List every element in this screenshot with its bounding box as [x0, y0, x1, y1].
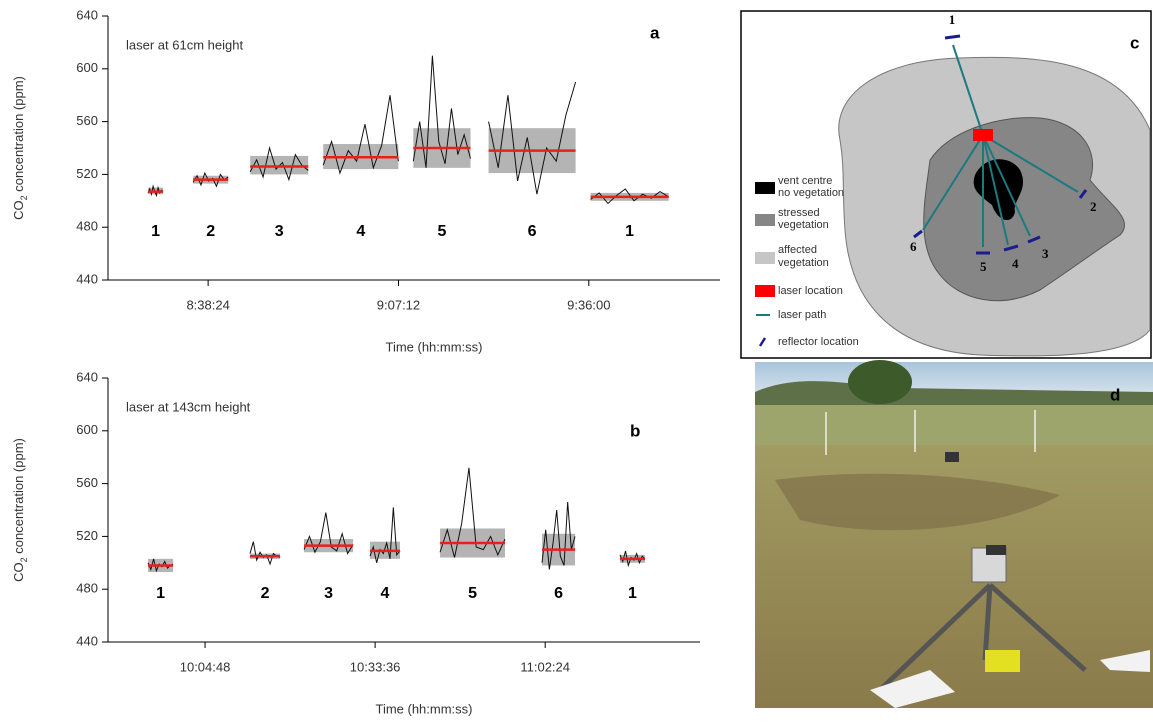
legend-label: laser location — [778, 285, 843, 297]
legend-label: reflector location — [778, 336, 859, 348]
reflector-label: 2 — [1090, 199, 1097, 214]
reflector-label: 5 — [980, 259, 987, 274]
segment-label: 4 — [381, 585, 390, 602]
reflector-label: 4 — [1012, 256, 1019, 271]
x-tick-label: 10:33:36 — [350, 659, 401, 674]
y-label-part: concentration (ppm) — [11, 76, 26, 195]
segment-label: 2 — [206, 223, 215, 240]
y-label-part: concentration (ppm) — [11, 438, 26, 557]
segment-label: 5 — [437, 223, 446, 240]
segment-label: 6 — [554, 585, 563, 602]
segment-label: 1 — [156, 585, 165, 602]
y-tick-label: 560 — [76, 475, 98, 490]
legend: vent centre no vegetation stressed veget… — [755, 175, 859, 348]
co2-trace — [488, 81, 577, 195]
legend-label: affected — [778, 244, 817, 256]
segment-label: 1 — [628, 585, 637, 602]
y-label-part: 2 — [19, 195, 29, 200]
x-tick-label: 8:38:24 — [186, 297, 229, 312]
x-axis-label: Time (hh:mm:ss) — [385, 339, 482, 354]
panel-letter: a — [650, 23, 660, 42]
panel-letter: b — [630, 421, 640, 440]
site-photo: d — [755, 360, 1153, 708]
laser-location — [973, 129, 993, 141]
segment-label: 5 — [468, 585, 477, 602]
x-axis-label: Time (hh:mm:ss) — [375, 701, 472, 716]
legend-label: vegetation — [778, 219, 829, 231]
annotation: laser at 143cm height — [126, 399, 251, 414]
y-tick-label: 600 — [76, 60, 98, 75]
co2-trace — [412, 55, 471, 168]
x-tick-label: 11:02:24 — [520, 659, 570, 674]
x-tick-label: 10:04:48 — [180, 659, 231, 674]
y-tick-label: 480 — [76, 219, 98, 234]
panel-letter: c — [1130, 33, 1139, 52]
co2-trace — [369, 507, 401, 563]
y-tick-label: 640 — [76, 7, 98, 22]
segment-label: 1 — [625, 223, 634, 240]
reflectors — [913, 34, 1088, 255]
panel-letter: d — [1110, 385, 1120, 404]
co2-trace — [249, 541, 281, 566]
y-axis-label: CO2 concentration (ppm) — [11, 76, 29, 220]
legend-label: no vegetation — [778, 187, 844, 199]
y-tick-label: 560 — [76, 113, 98, 128]
reflector-label: 6 — [910, 239, 917, 254]
y-tick-label: 520 — [76, 528, 98, 543]
y-label-part: CO — [11, 200, 26, 220]
segment-label: 3 — [324, 585, 333, 602]
y-tick-label: 600 — [76, 422, 98, 437]
co2-trace — [303, 512, 354, 555]
stressed-area — [923, 117, 1126, 302]
segment-label: 2 — [261, 585, 270, 602]
y-tick-label: 640 — [76, 369, 98, 384]
y-tick-label: 480 — [76, 581, 98, 596]
segment-label: 6 — [528, 223, 537, 240]
vent-centre — [973, 159, 1024, 221]
annotation: laser at 61cm height — [126, 37, 243, 52]
legend-label: stressed — [778, 207, 820, 219]
site-diagram: 1 2 3 4 5 6 c vent centre no vegetation … — [740, 10, 1152, 359]
segment-label: 3 — [275, 223, 284, 240]
y-tick-label: 440 — [76, 633, 98, 648]
y-label-part: CO — [11, 562, 26, 582]
legend-label: laser path — [778, 309, 826, 321]
charts: 1 2 3 4 5 6 1 440 480 520 560 600 640 8:38:24 9:07:12 9… — [11, 7, 720, 716]
legend-label: vegetation — [778, 257, 829, 269]
segment-label: 4 — [356, 223, 365, 240]
x-tick-label: 9:07:12 — [377, 297, 420, 312]
co2-trace — [590, 188, 669, 205]
reflector-label: 3 — [1042, 246, 1049, 261]
y-label-part: 2 — [19, 557, 29, 562]
x-tick-label: 9:36:00 — [567, 297, 610, 312]
segment-label: 1 — [151, 223, 160, 240]
legend-label: vent centre — [778, 175, 832, 187]
reflector-label: 1 — [949, 12, 956, 27]
y-tick-label: 440 — [76, 271, 98, 286]
laser-paths — [922, 44, 1079, 247]
y-tick-label: 520 — [76, 166, 98, 181]
y-axis-label: CO2 concentration (ppm) — [11, 438, 29, 582]
